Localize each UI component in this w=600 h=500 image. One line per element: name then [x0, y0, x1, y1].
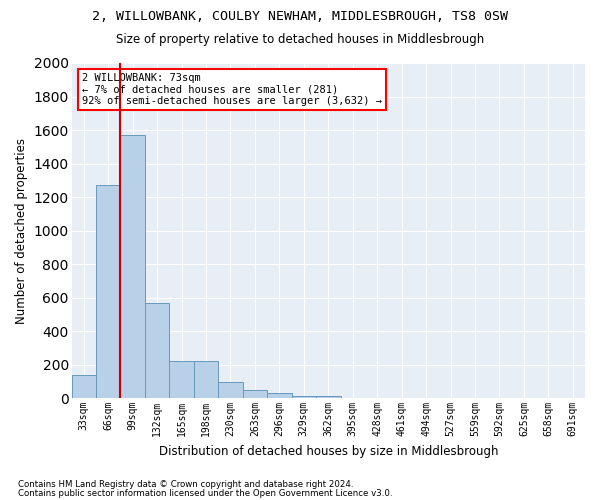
Bar	[267, 394, 292, 398]
Bar	[218, 382, 243, 398]
Text: Contains HM Land Registry data © Crown copyright and database right 2024.: Contains HM Land Registry data © Crown c…	[18, 480, 353, 489]
Bar	[121, 135, 145, 398]
Bar	[316, 396, 341, 398]
X-axis label: Distribution of detached houses by size in Middlesbrough: Distribution of detached houses by size …	[158, 444, 498, 458]
Bar	[194, 362, 218, 398]
Bar	[145, 302, 169, 398]
Bar	[243, 390, 267, 398]
Text: 2 WILLOWBANK: 73sqm
← 7% of detached houses are smaller (281)
92% of semi-detach: 2 WILLOWBANK: 73sqm ← 7% of detached hou…	[82, 73, 382, 106]
Y-axis label: Number of detached properties: Number of detached properties	[15, 138, 28, 324]
Bar	[169, 362, 194, 398]
Text: Contains public sector information licensed under the Open Government Licence v3: Contains public sector information licen…	[18, 489, 392, 498]
Text: Size of property relative to detached houses in Middlesbrough: Size of property relative to detached ho…	[116, 32, 484, 46]
Bar	[71, 374, 96, 398]
Text: 2, WILLOWBANK, COULBY NEWHAM, MIDDLESBROUGH, TS8 0SW: 2, WILLOWBANK, COULBY NEWHAM, MIDDLESBRO…	[92, 10, 508, 23]
Bar	[96, 186, 121, 398]
Bar	[292, 396, 316, 398]
